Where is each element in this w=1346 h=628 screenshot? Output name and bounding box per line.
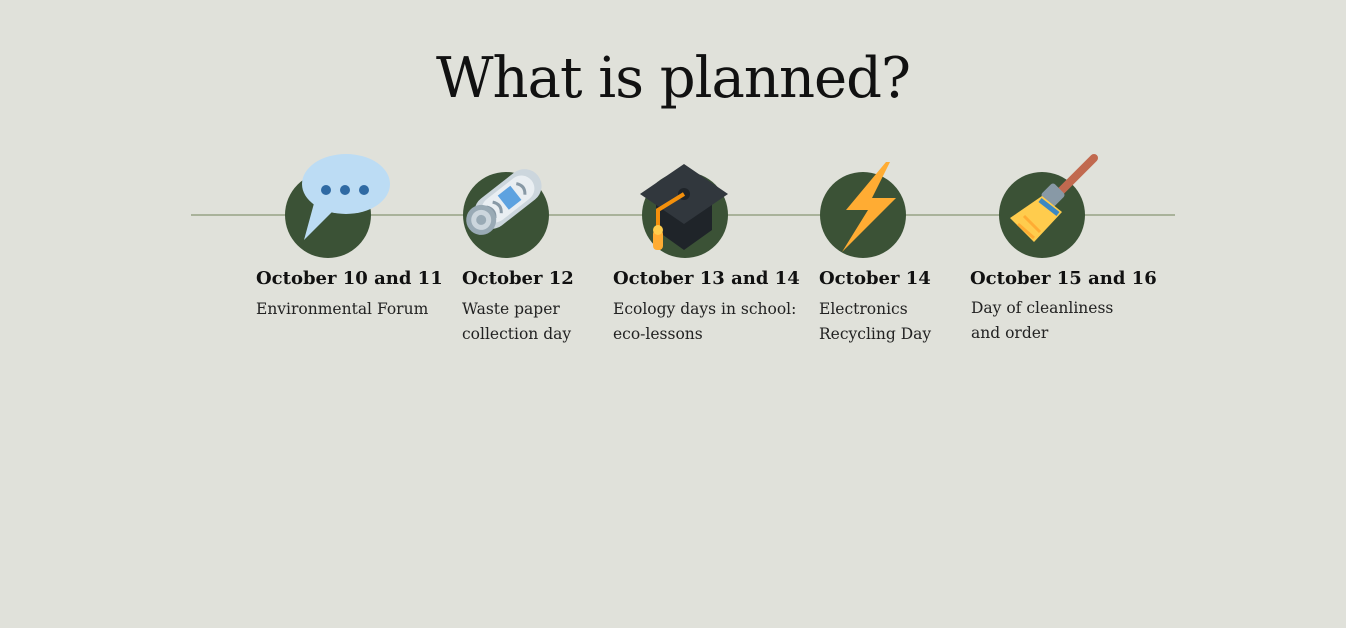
event-date-2: October 12 [462,268,574,289]
event-description-line: Recycling Day [819,325,932,343]
event-date-1: October 10 and 11 [256,268,443,289]
event-description-1: Environmental Forum [256,297,428,322]
event-description-3: Ecology days in school: eco-lessons [613,297,796,347]
page-title: What is planned? [435,46,911,111]
rolled-newspaper-icon [466,169,542,235]
event-date-4: October 14 [819,268,931,289]
lightning-icon [842,162,896,252]
event-description-line: collection day [462,325,572,343]
event-description-line: Electronics [819,300,908,318]
event-description-line: Day of cleanliness [971,299,1114,317]
event-date-5: October 15 and 16 [970,268,1157,289]
event-description-5: Day of cleanliness and order [971,296,1113,346]
timeline-node-4 [820,172,906,258]
event-description-line: and order [971,324,1049,342]
event-description-line: Waste paper [462,300,560,318]
event-description-line: Environmental Forum [256,300,429,318]
graduation-cap-icon [640,164,728,250]
speech-bubble-icon [302,154,390,240]
event-description-line: eco-lessons [613,325,703,343]
event-date-3: October 13 and 14 [613,268,800,289]
event-description-line: Ecology days in school: [613,300,797,318]
event-description-2: Waste paper collection day [462,297,571,347]
broom-icon [1010,154,1098,242]
event-description-4: Electronics Recycling Day [819,297,931,347]
